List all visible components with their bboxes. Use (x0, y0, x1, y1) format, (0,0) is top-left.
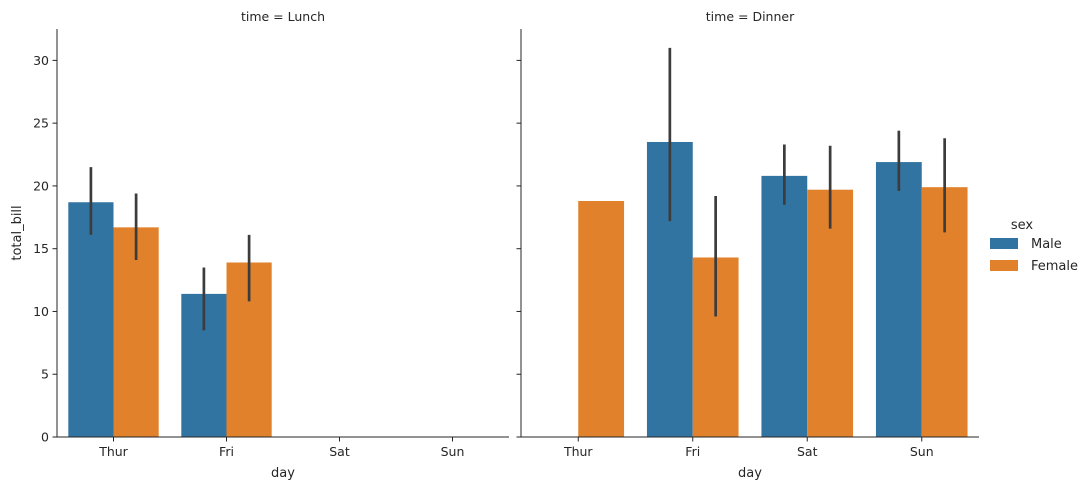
legend-swatch-female (990, 260, 1018, 271)
y-tick-label-0: 0 (41, 430, 49, 445)
y-tick-label-10: 10 (33, 304, 49, 319)
panel-title-1: time = Dinner (706, 9, 795, 24)
bar-1-male-sun (875, 162, 922, 437)
bar-1-female-sat (807, 189, 854, 437)
bar-0-female-thur (113, 227, 159, 437)
x-tick-label-1-sun: Sun (910, 444, 934, 459)
x-tick-label-0-sun: Sun (441, 444, 465, 459)
bar-0-male-thur (68, 202, 114, 437)
x-tick-label-0-thur: Thur (98, 444, 128, 459)
panel-title-0: time = Lunch (241, 9, 325, 24)
y-tick-label-25: 25 (33, 116, 49, 131)
x-tick-label-0-sat: Sat (329, 444, 350, 459)
y-tick-label-15: 15 (33, 241, 49, 256)
y-axis-label: total_bill (10, 205, 25, 260)
bar-1-female-thur (578, 200, 625, 437)
x-tick-label-1-sat: Sat (797, 444, 818, 459)
y-tick-label-5: 5 (41, 367, 49, 382)
legend-swatch-male (990, 238, 1018, 249)
bar-1-male-sat (761, 175, 808, 437)
y-tick-label-30: 30 (33, 53, 49, 68)
x-axis-label-0: day (271, 466, 295, 481)
legend-label-male: Male (1031, 237, 1062, 252)
x-tick-label-1-fri: Fri (685, 444, 700, 459)
legend-title: sex (1011, 218, 1034, 233)
legend-label-female: Female (1031, 259, 1078, 274)
x-tick-label-0-fri: Fri (219, 444, 234, 459)
x-tick-label-1-thur: Thur (563, 444, 593, 459)
y-tick-label-20: 20 (33, 178, 49, 193)
x-axis-label-1: day (738, 466, 762, 481)
